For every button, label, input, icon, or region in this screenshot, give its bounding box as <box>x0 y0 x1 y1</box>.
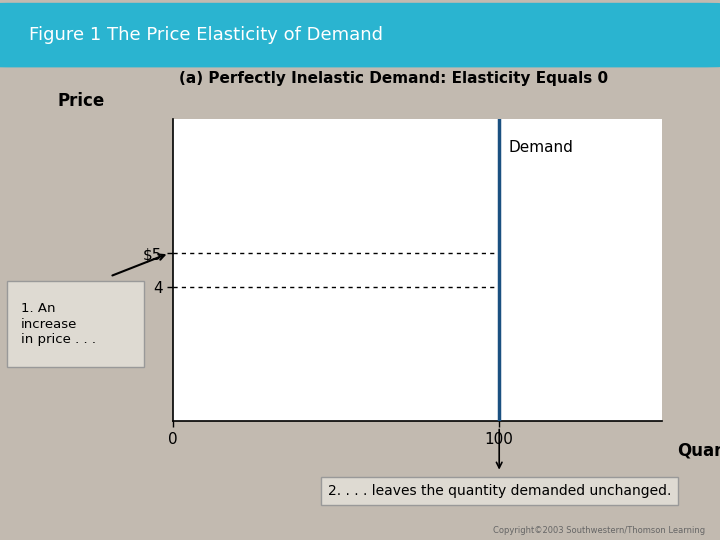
FancyBboxPatch shape <box>0 3 720 68</box>
FancyBboxPatch shape <box>7 281 144 367</box>
Text: Demand: Demand <box>509 140 574 155</box>
Text: Figure 1 The Price Elasticity of Demand: Figure 1 The Price Elasticity of Demand <box>29 26 383 44</box>
Text: (a) Perfectly Inelastic Demand: Elasticity Equals 0: (a) Perfectly Inelastic Demand: Elastici… <box>179 71 608 86</box>
Text: Price: Price <box>57 92 104 110</box>
Text: Quantity: Quantity <box>677 442 720 461</box>
Text: 1. An
increase
in price . . .: 1. An increase in price . . . <box>21 302 96 346</box>
Text: Copyright©2003 Southwestern/Thomson Learning: Copyright©2003 Southwestern/Thomson Lear… <box>493 525 706 535</box>
Text: 2. . . . leaves the quantity demanded unchanged.: 2. . . . leaves the quantity demanded un… <box>328 484 671 498</box>
